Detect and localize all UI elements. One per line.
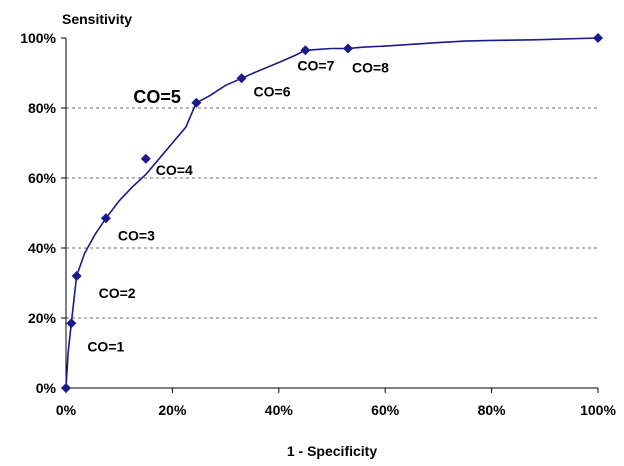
data-point-marker (61, 383, 71, 393)
data-point-marker (100, 213, 111, 224)
data-point-marker (66, 318, 77, 329)
roc-curve (65, 37, 599, 389)
y-tick-label: 60% (28, 170, 57, 186)
y-tick-label: 80% (28, 100, 57, 116)
cutoff-label: CO=8 (352, 60, 389, 76)
cutoff-label: CO=1 (87, 338, 124, 354)
tick-labels: 0% 20% 40% 60% 80% 100% 0% 20% 40% 60% 80% 100% (20, 30, 616, 418)
cutoff-label: CO=7 (297, 57, 334, 73)
annotation-layer: CO=1 CO=2 CO=3 CO=4 CO=5 CO=6 CO=7 CO=8 (87, 57, 389, 354)
x-tick-label: 40% (265, 402, 294, 418)
x-axis-title: 1 - Specificity (287, 443, 377, 459)
x-tick-label: 0% (56, 402, 77, 418)
x-tick-label: 20% (158, 402, 187, 418)
cutoff-label: CO=6 (254, 83, 291, 99)
data-point-marker (593, 33, 603, 43)
y-tick-label: 100% (20, 30, 56, 46)
data-point-marker (300, 45, 311, 56)
grid-layer (66, 107, 598, 319)
y-tick-label: 0% (36, 380, 57, 396)
cutoff-label: CO=4 (156, 162, 193, 178)
x-tick-label: 80% (478, 402, 507, 418)
cutoff-label: CO=5 (133, 87, 181, 107)
y-axis-title: Sensitivity (62, 11, 132, 27)
y-tick-label: 20% (28, 310, 57, 326)
data-point-marker (71, 271, 82, 281)
x-tick-label: 60% (371, 402, 400, 418)
x-tick-label: 100% (580, 402, 616, 418)
cutoff-label: CO=3 (118, 227, 155, 243)
data-point-marker (191, 97, 202, 108)
axis-layer (61, 37, 599, 393)
data-point-marker (342, 43, 353, 54)
y-tick-label: 40% (28, 240, 57, 256)
data-point-marker (236, 73, 247, 84)
data-point-marker (140, 153, 151, 164)
series-layer (61, 33, 603, 393)
cutoff-label: CO=2 (99, 285, 136, 301)
